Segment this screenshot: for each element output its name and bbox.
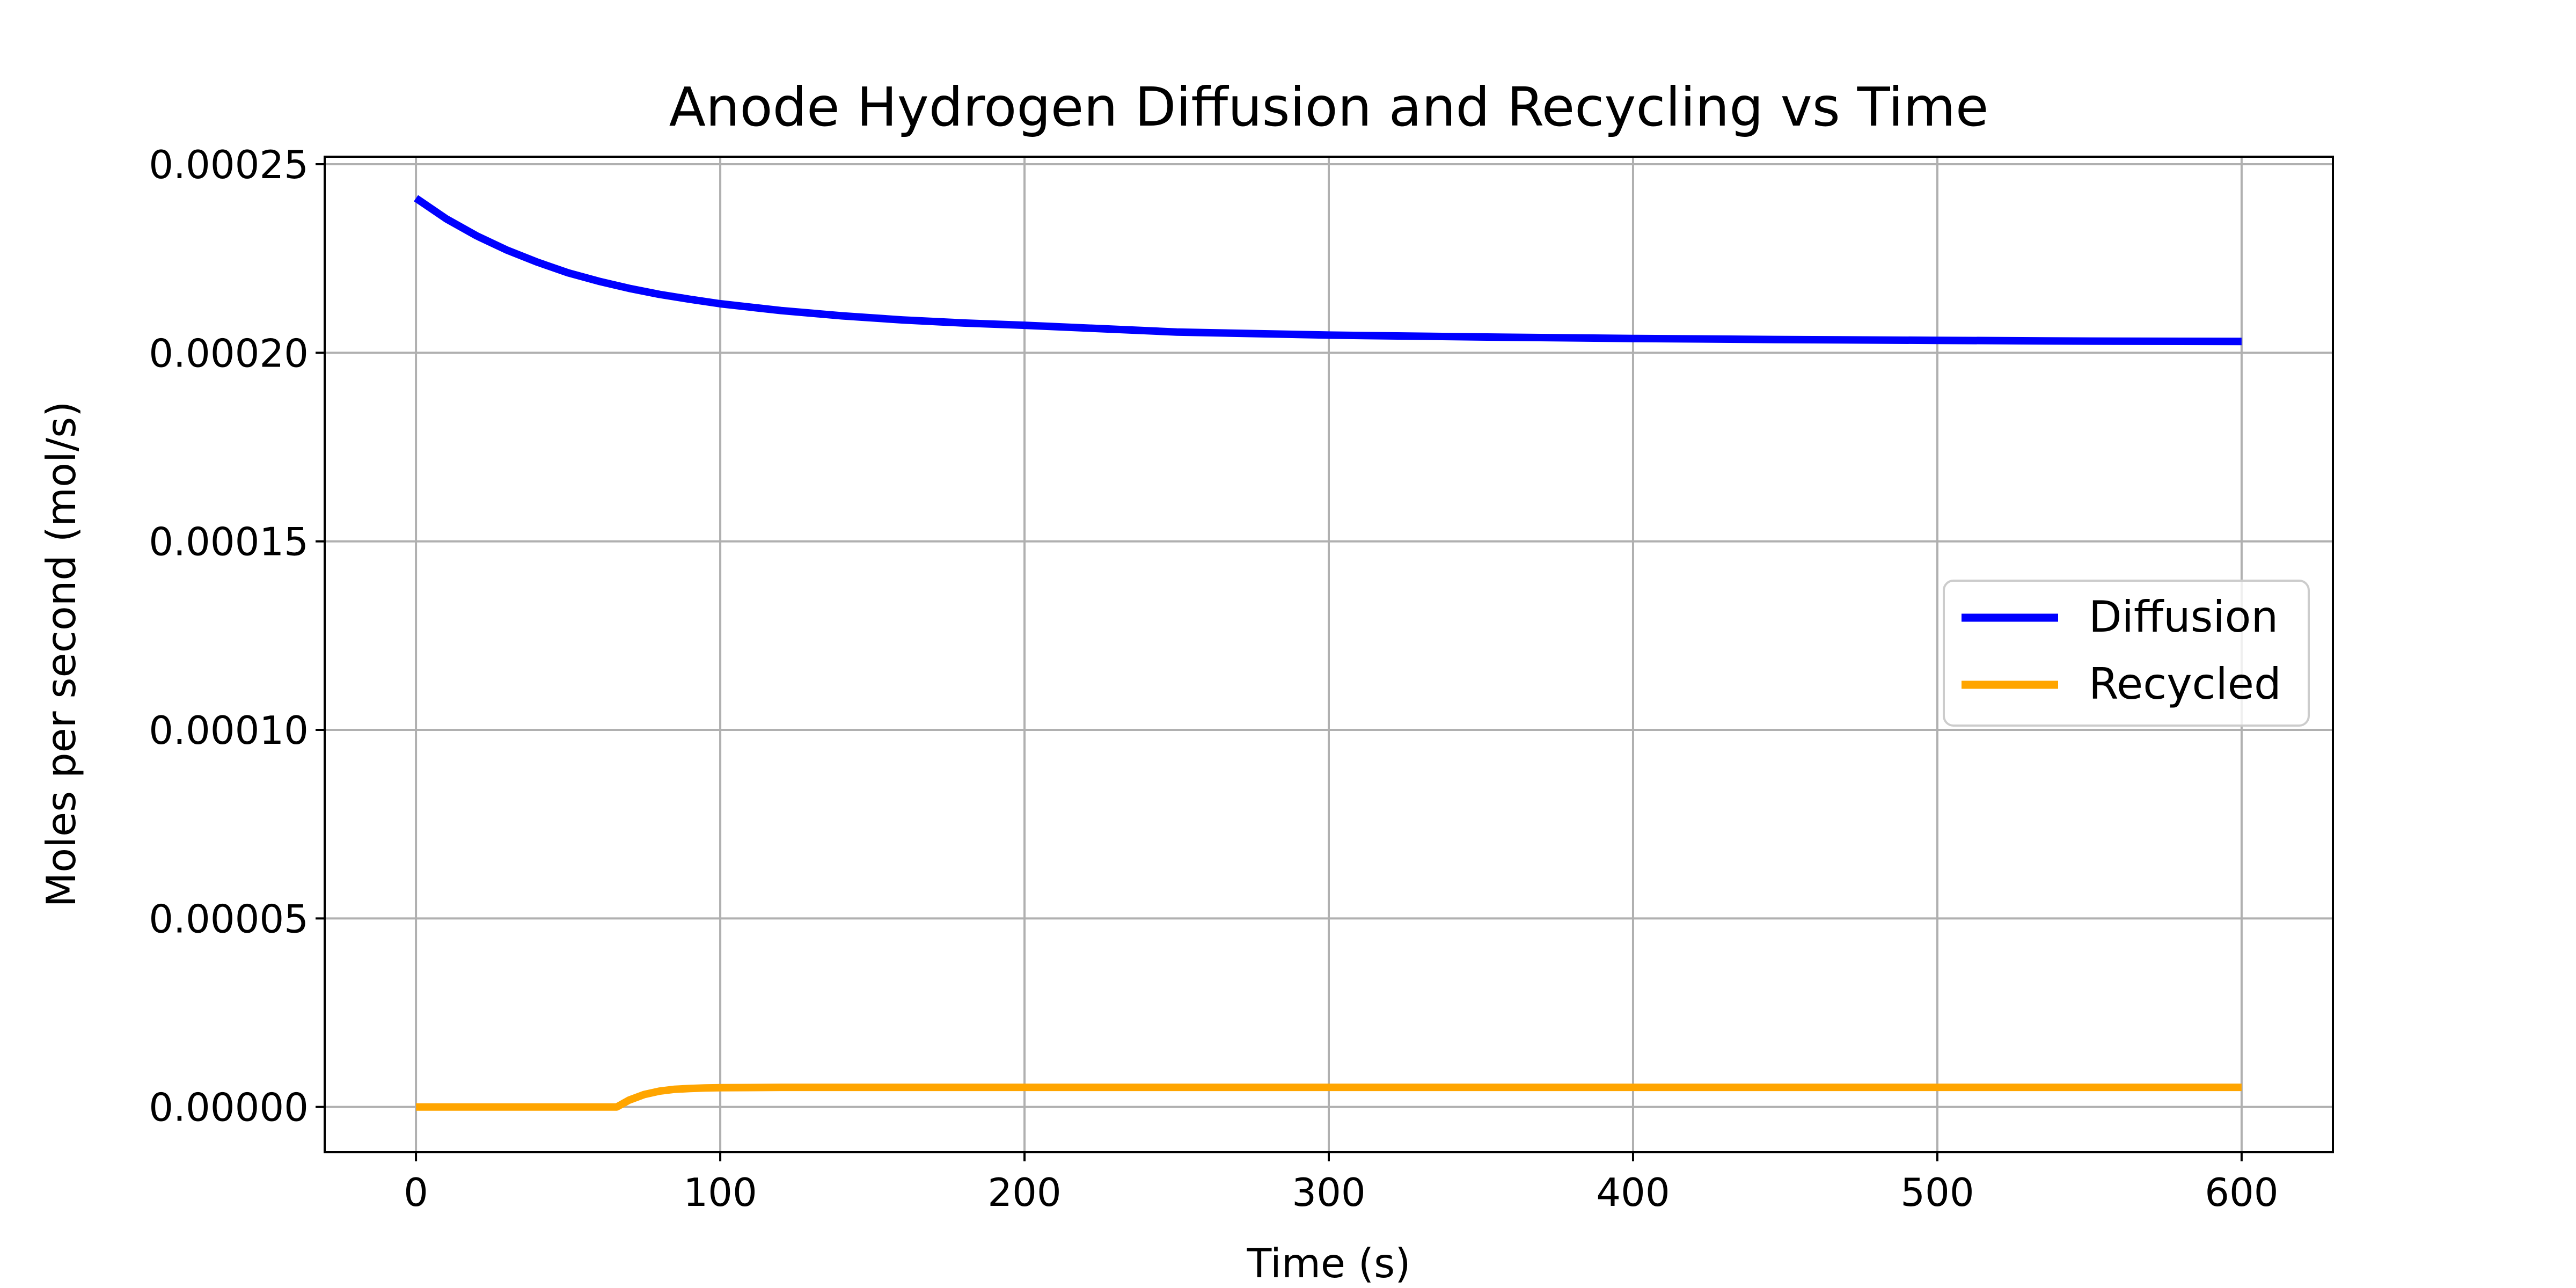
legend-label-recycled: Recycled (2089, 659, 2281, 709)
series-line-diffusion (414, 195, 2242, 346)
y-axis-label: Moles per second (mol/s) (38, 401, 85, 908)
ticks: 0 100 200 300 400 500 600 0.00000 0.00005 0.00010… (149, 142, 2278, 1215)
x-axis-label: Time (s) (1247, 1240, 1411, 1287)
series-line-recycled (416, 1084, 2242, 1111)
y-tick-label: 0.00020 (149, 331, 309, 376)
legend: Diffusion Recycled (1943, 580, 2310, 727)
y-tick-label: 0.00015 (149, 519, 309, 565)
x-tick-label: 100 (683, 1170, 757, 1215)
x-tick-label: 400 (1596, 1170, 1670, 1215)
x-tick-label: 200 (987, 1170, 1061, 1215)
x-tick-label: 300 (1292, 1170, 1365, 1215)
y-tick-label: 0.00025 (149, 142, 309, 187)
x-tick-label: 500 (1900, 1170, 1974, 1215)
x-tick-label: 0 (404, 1170, 428, 1215)
y-tick-label: 0.00005 (149, 896, 309, 941)
y-tick-label: 0.00010 (149, 708, 309, 753)
legend-label-diffusion: Diffusion (2089, 592, 2278, 642)
series-layer (414, 195, 2242, 1111)
x-tick-label: 600 (2205, 1170, 2278, 1215)
chart-title: Anode Hydrogen Diffusion and Recycling v… (669, 76, 1989, 138)
y-tick-label: 0.00000 (149, 1085, 309, 1130)
